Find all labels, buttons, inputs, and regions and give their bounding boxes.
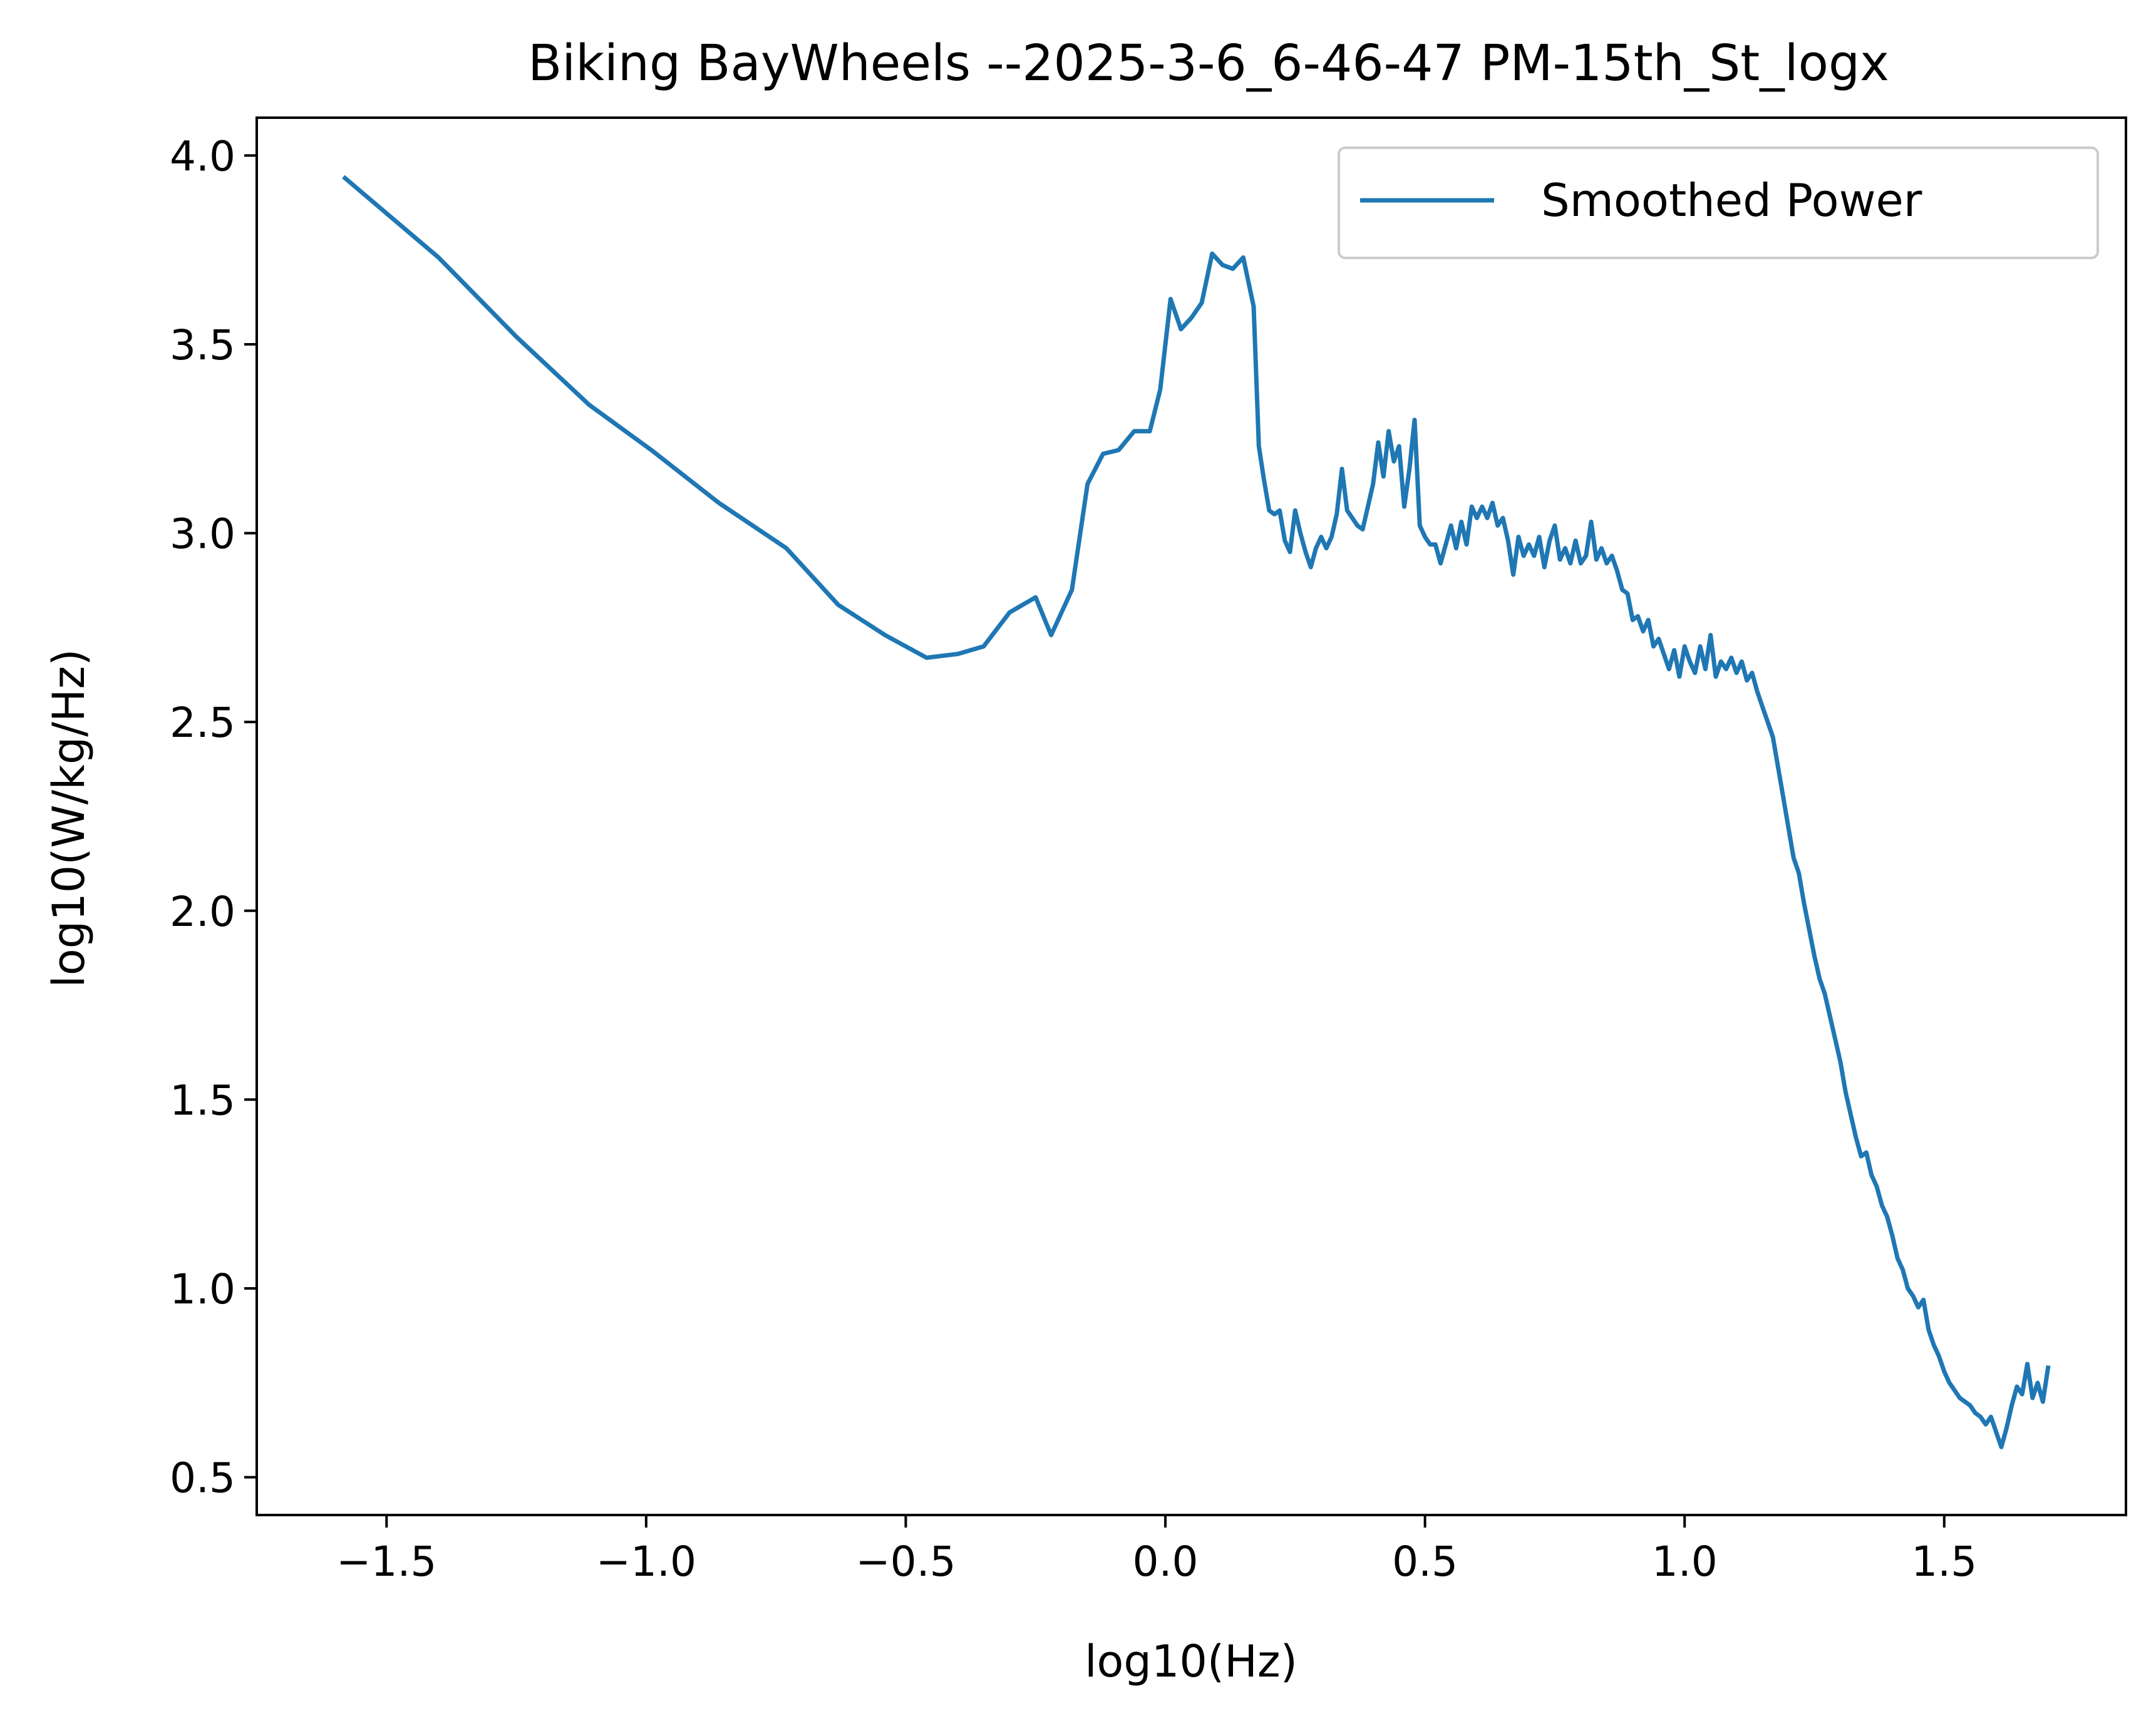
legend-box xyxy=(1338,146,2099,259)
series-layer xyxy=(342,175,2051,1449)
y-tick-label: 4.0 xyxy=(170,132,235,180)
y-axis-ticks: 0.5 1.0 1.5 2.0 2.5 3.0 3.5 4.0 xyxy=(170,132,257,1503)
legend-entry-label: Smoothed Power xyxy=(1541,174,1922,227)
y-tick-label: 2.0 xyxy=(170,888,235,936)
x-tick-label: 0.0 xyxy=(1133,1538,1199,1586)
y-tick-label: 3.0 xyxy=(170,510,235,558)
x-tick-label: −1.0 xyxy=(596,1538,696,1586)
x-axis-label: log10(Hz) xyxy=(1085,1636,1297,1687)
x-tick-label: 1.5 xyxy=(1911,1538,1977,1586)
y-tick-label: 3.5 xyxy=(170,321,235,369)
x-tick-label: −0.5 xyxy=(855,1538,956,1586)
x-tick-label: −1.5 xyxy=(336,1538,436,1586)
x-tick-label: 0.5 xyxy=(1392,1538,1458,1586)
y-tick-label: 1.5 xyxy=(170,1076,235,1124)
x-tick-label: 1.0 xyxy=(1652,1538,1718,1586)
legend: Smoothed Power xyxy=(1338,146,2099,259)
y-axis-label: log10(W/kg/Hz) xyxy=(43,649,95,987)
plot-frame xyxy=(255,116,2127,1516)
y-tick-label: 2.5 xyxy=(170,699,235,747)
x-axis-ticks: −1.5 −1.0 −0.5 0.0 0.5 1.0 1.5 xyxy=(336,1515,1977,1586)
y-tick-label: 1.0 xyxy=(170,1265,235,1313)
y-tick-label: 0.5 xyxy=(170,1454,235,1503)
chart-title: Biking BayWheels --2025-3-6_6-46-47 PM-1… xyxy=(528,34,1889,92)
series-line-smoothed-power xyxy=(342,175,2051,1449)
plot-area: −1.5 −1.0 −0.5 0.0 0.5 1.0 1.5 0.5 1.0 1.5 2.0 2.5… xyxy=(170,116,2127,1586)
